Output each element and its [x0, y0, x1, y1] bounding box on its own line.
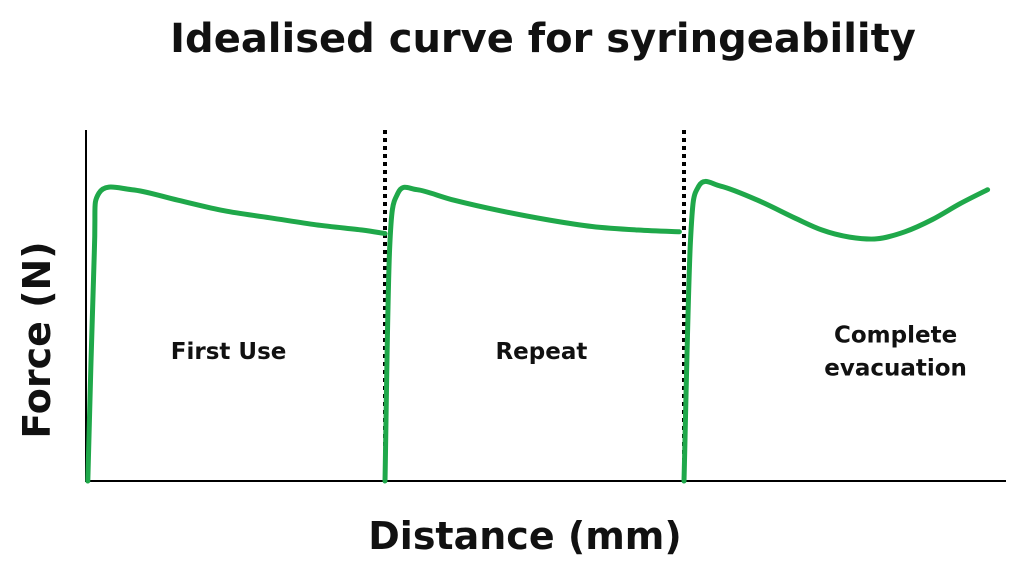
y-axis-label: Force (N) — [15, 241, 59, 438]
region-label-1: First Use — [171, 339, 287, 365]
force-curve — [85, 178, 991, 484]
region-label-2: Repeat — [495, 339, 587, 365]
force-curve-segment-3 — [681, 178, 991, 484]
x-axis-label: Distance (mm) — [368, 514, 682, 558]
region-label-3-line-1: Complete — [834, 323, 957, 349]
region-label-3-line-2: evacuation — [824, 356, 967, 382]
region-labels: First Use Repeat Complete evacuation — [171, 323, 967, 382]
chart-title: Idealised curve for syringeability — [170, 16, 916, 62]
force-curve-segment-1 — [85, 184, 388, 484]
force-curve-segment-2 — [382, 184, 682, 484]
region-dividers — [383, 130, 686, 481]
